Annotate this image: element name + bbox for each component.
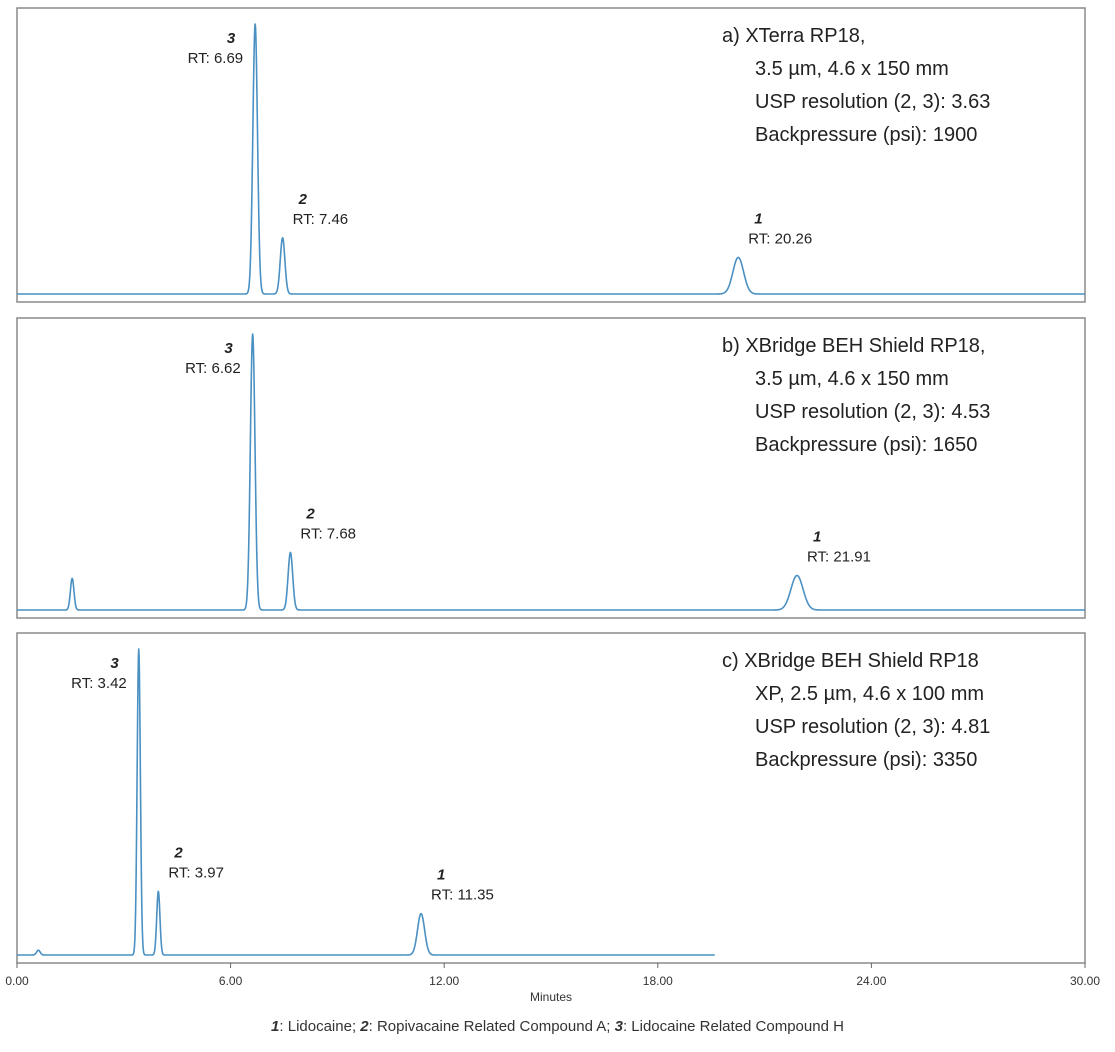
panel-info-b-line-1: b) XBridge BEH Shield RP18, bbox=[722, 335, 985, 357]
peak-number-b-3: 3 bbox=[224, 340, 233, 357]
legend-number-1: 1 bbox=[271, 1018, 280, 1035]
trace-b bbox=[16, 333, 1086, 611]
peak-rt-label-b-3: RT: 6.62 bbox=[185, 360, 241, 377]
peak-rt-label-c-3: RT: 3.42 bbox=[71, 675, 127, 692]
peak-number-a-3: 3 bbox=[227, 30, 236, 47]
x-tick-label-3: 18.00 bbox=[643, 974, 673, 988]
peak-rt-label-a-1: RT: 20.26 bbox=[748, 230, 812, 247]
peak-rt-label-c-2: RT: 3.97 bbox=[168, 864, 224, 881]
panel-frame-a bbox=[16, 7, 1086, 303]
legend-text-3: : Lidocaine Related Compound H bbox=[622, 1018, 844, 1035]
x-tick-label-5: 30.00 bbox=[1070, 974, 1100, 988]
x-tick-label-1: 6.00 bbox=[219, 974, 243, 988]
panel-info-a-line-4: Backpressure (psi): 1900 bbox=[755, 124, 977, 146]
panel-info-c-line-1: c) XBridge BEH Shield RP18 bbox=[722, 650, 979, 672]
peak-rt-label-b-2: RT: 7.68 bbox=[300, 526, 356, 543]
x-tick-label-0: 0.00 bbox=[5, 974, 29, 988]
peak-rt-label-b-1: RT: 21.91 bbox=[807, 549, 871, 566]
peak-number-c-3: 3 bbox=[110, 655, 119, 672]
legend-number-3: 3 bbox=[614, 1018, 623, 1035]
peak-number-b-2: 2 bbox=[305, 506, 315, 523]
peak-rt-label-c-1: RT: 11.35 bbox=[431, 887, 494, 904]
peak-number-c-1: 1 bbox=[437, 867, 445, 884]
panel-info-b-line-3: USP resolution (2, 3): 4.53 bbox=[755, 401, 990, 423]
panel-info-a-line-1: a) XTerra RP18, bbox=[722, 25, 865, 47]
panel-frame-b bbox=[16, 317, 1086, 619]
x-tick-label-4: 24.00 bbox=[856, 974, 886, 988]
trace-a bbox=[16, 23, 1086, 295]
peak-number-c-2: 2 bbox=[173, 844, 183, 861]
legend-text-1: : Lidocaine; bbox=[279, 1018, 361, 1035]
peak-rt-label-a-3: RT: 6.69 bbox=[188, 50, 244, 67]
x-axis-label: Minutes bbox=[530, 990, 572, 1004]
x-tick-label-2: 12.00 bbox=[429, 974, 459, 988]
panel-frame-c bbox=[16, 632, 1086, 964]
legend-number-2: 2 bbox=[360, 1018, 369, 1035]
peak-rt-label-a-2: RT: 7.46 bbox=[293, 211, 349, 228]
panel-info-b-line-4: Backpressure (psi): 1650 bbox=[755, 434, 977, 456]
peak-number-a-1: 1 bbox=[754, 210, 762, 227]
panel-info-c-line-3: USP resolution (2, 3): 4.81 bbox=[755, 716, 990, 738]
peak-number-b-1: 1 bbox=[813, 529, 821, 546]
legend-text-2: : Ropivacaine Related Compound A; bbox=[368, 1018, 615, 1035]
peak-number-a-2: 2 bbox=[298, 191, 308, 208]
trace-c bbox=[16, 648, 716, 956]
panel-info-b-line-2: 3.5 µm, 4.6 x 150 mm bbox=[755, 368, 949, 390]
compound-legend: 1: Lidocaine; 2: Ropivacaine Related Com… bbox=[0, 1018, 1115, 1035]
panel-info-c-line-2: XP, 2.5 µm, 4.6 x 100 mm bbox=[755, 683, 984, 705]
panel-info-a-line-3: USP resolution (2, 3): 3.63 bbox=[755, 91, 990, 113]
panel-info-a-line-2: 3.5 µm, 4.6 x 150 mm bbox=[755, 58, 949, 80]
panel-info-c-line-4: Backpressure (psi): 3350 bbox=[755, 749, 977, 771]
